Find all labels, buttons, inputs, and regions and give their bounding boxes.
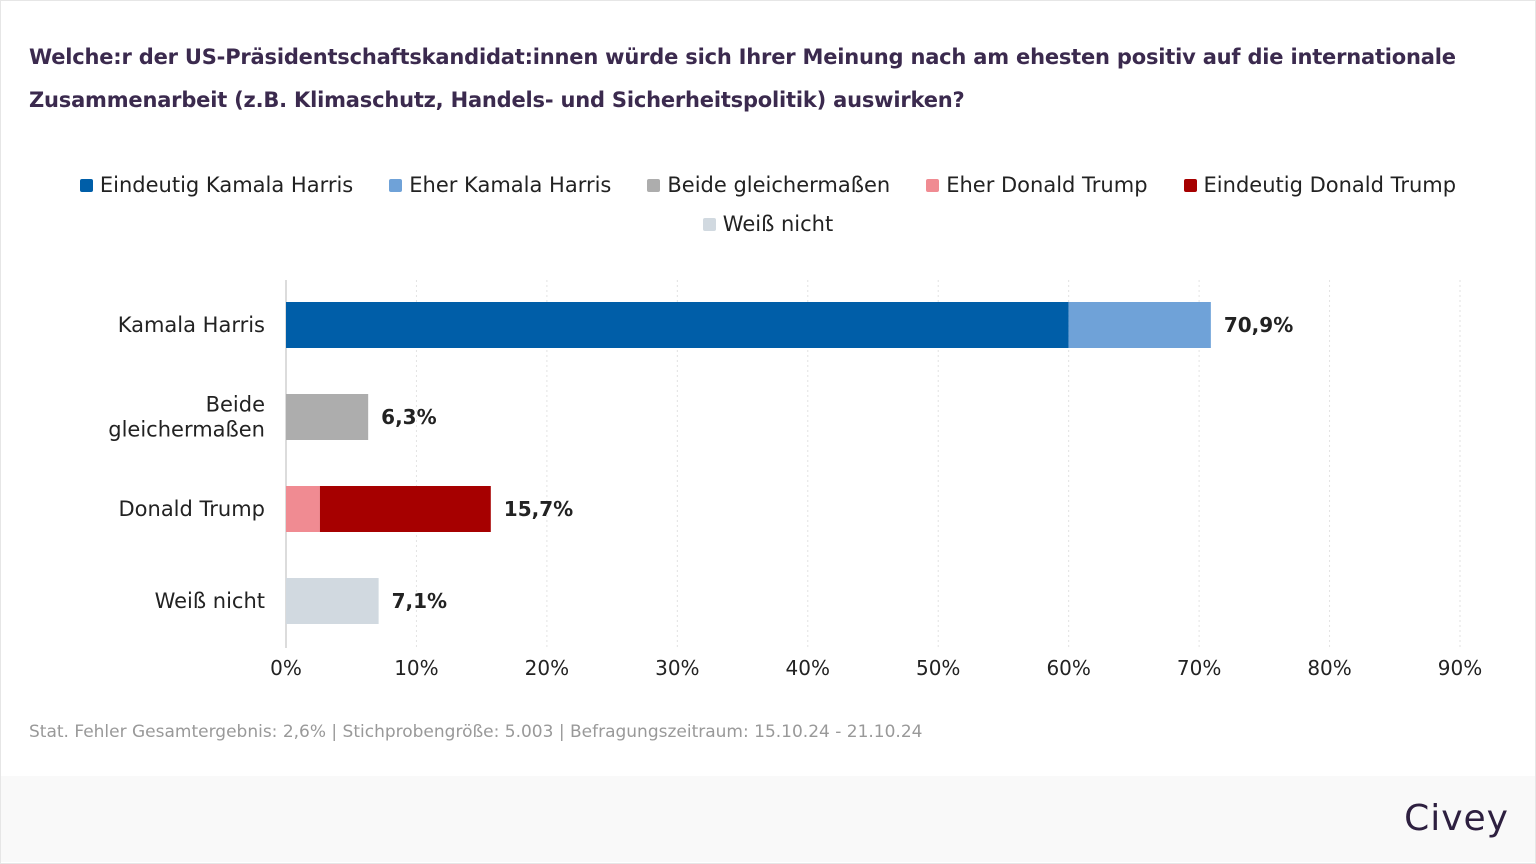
- footnote: Stat. Fehler Gesamtergebnis: 2,6% | Stic…: [29, 722, 922, 742]
- civey-logo: Civey: [1404, 798, 1509, 839]
- x-tick-label: 90%: [1438, 656, 1482, 680]
- bar-segment: [286, 394, 368, 440]
- category-label: Beide: [206, 393, 265, 417]
- data-label: 70,9%: [1224, 313, 1293, 337]
- x-tick-label: 10%: [394, 656, 438, 680]
- footer-bar: Civey: [1, 776, 1535, 862]
- x-tick-label: 40%: [786, 656, 830, 680]
- category-label: Donald Trump: [118, 497, 265, 521]
- data-label: 15,7%: [504, 497, 573, 521]
- bar-segment: [286, 486, 320, 532]
- data-label: 6,3%: [381, 405, 436, 429]
- bars: [286, 302, 1211, 624]
- data-label: 7,1%: [392, 589, 447, 613]
- bar-segment: [286, 302, 1069, 348]
- category-label: Weiß nicht: [155, 589, 265, 613]
- category-label: gleichermaßen: [108, 418, 265, 442]
- bar-segment: [320, 486, 491, 532]
- x-tick-label: 50%: [916, 656, 960, 680]
- x-tick-label: 80%: [1307, 656, 1351, 680]
- x-tick-label: 30%: [655, 656, 699, 680]
- bar-segment: [1069, 302, 1211, 348]
- bar-segment: [286, 578, 379, 624]
- category-label: Kamala Harris: [118, 313, 265, 337]
- x-tick-label: 60%: [1046, 656, 1090, 680]
- x-tick-label: 20%: [525, 656, 569, 680]
- x-tick-label: 70%: [1177, 656, 1221, 680]
- x-tick-label: 0%: [270, 656, 302, 680]
